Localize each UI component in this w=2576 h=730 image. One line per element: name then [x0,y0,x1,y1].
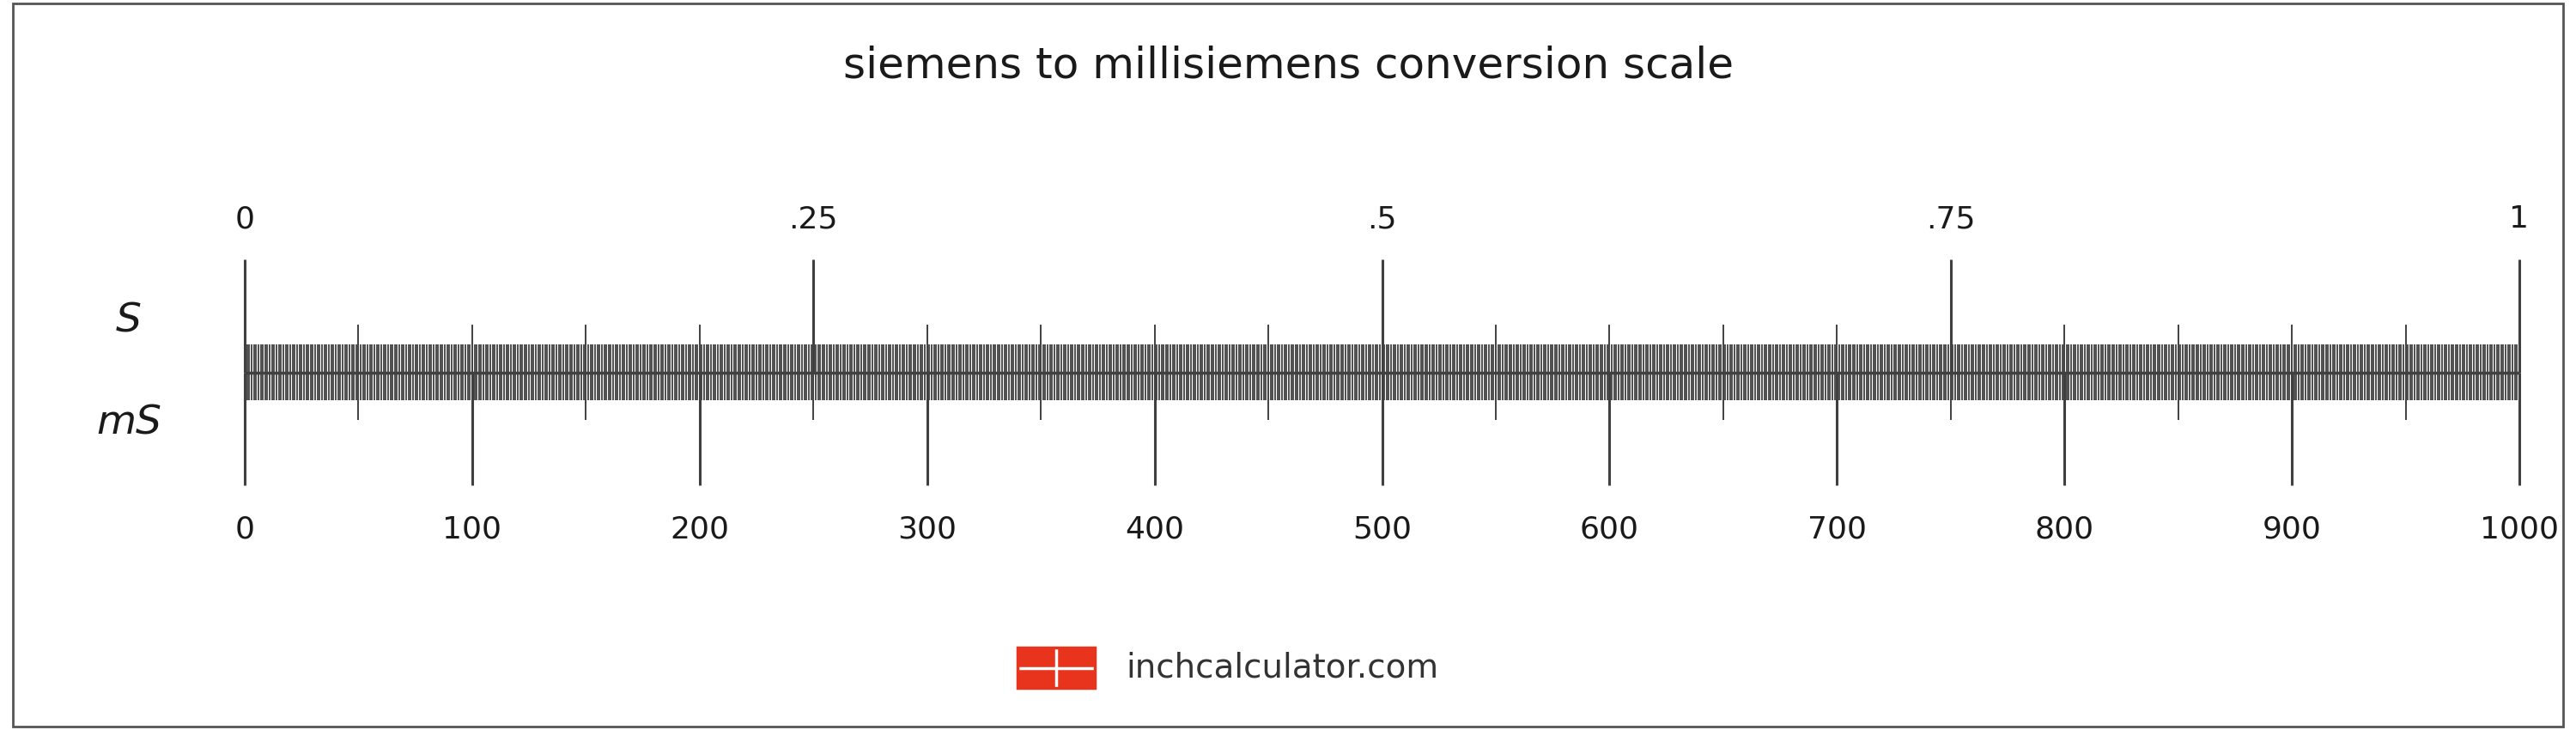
Text: 500: 500 [1352,515,1412,544]
Bar [1018,648,1095,688]
Text: 100: 100 [443,515,502,544]
Text: mS: mS [95,404,162,442]
Bar [1018,648,1095,688]
Text: .25: .25 [788,204,837,234]
Text: inchcalculator.com: inchcalculator.com [1126,652,1437,684]
Text: 0: 0 [234,515,255,544]
Text: 900: 900 [2262,515,2321,544]
Text: 400: 400 [1126,515,1185,544]
Text: 0: 0 [234,204,255,234]
Text: 1000: 1000 [2481,515,2558,544]
Text: 800: 800 [2035,515,2094,544]
Text: 200: 200 [670,515,729,544]
Text: 1: 1 [2509,204,2530,234]
FancyBboxPatch shape [13,4,2563,726]
Text: 700: 700 [1808,515,1868,544]
Text: .5: .5 [1368,204,1396,234]
Text: 300: 300 [896,515,956,544]
Text: S: S [116,302,142,341]
Text: 600: 600 [1579,515,1638,544]
Text: siemens to millisiemens conversion scale: siemens to millisiemens conversion scale [842,45,1734,86]
Text: .75: .75 [1927,204,1976,234]
